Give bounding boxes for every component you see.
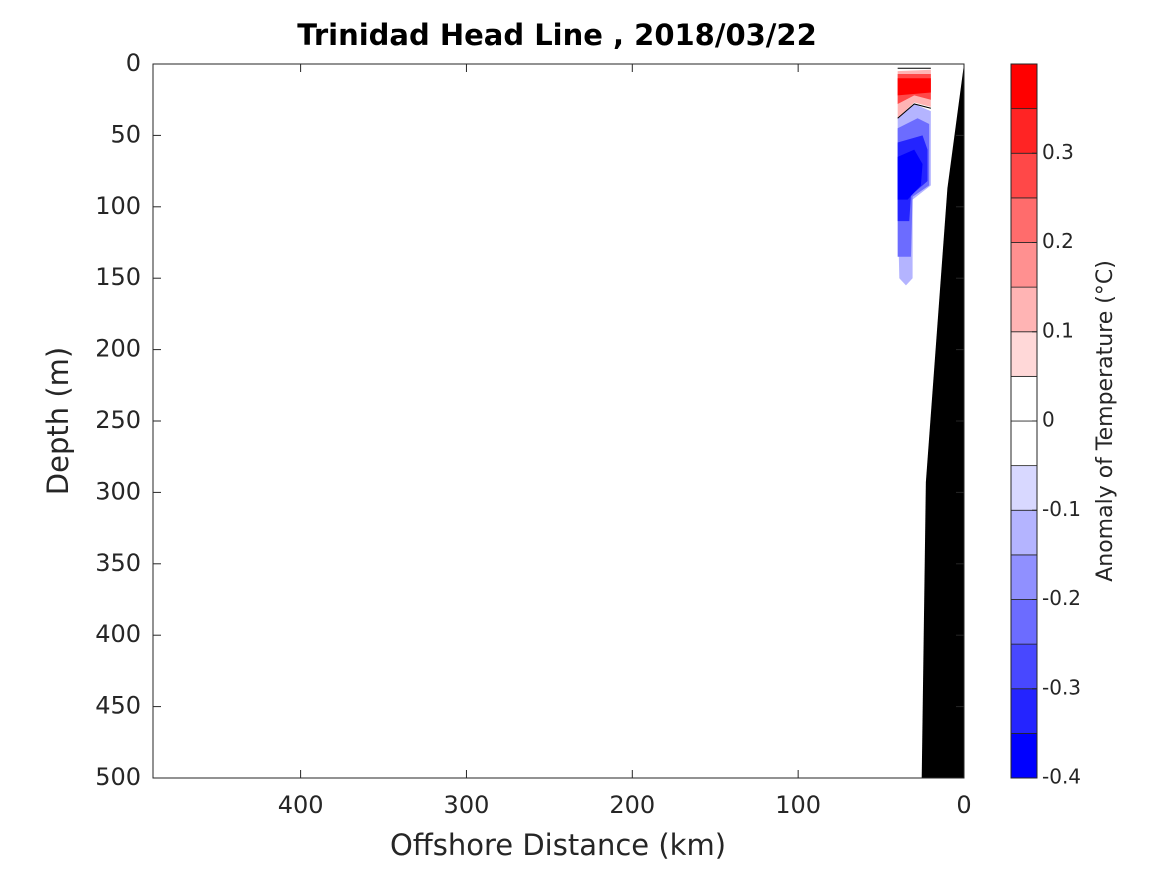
x-axis-label: Offshore Distance (km) xyxy=(390,828,726,862)
x-tick-label: 100 xyxy=(775,791,821,819)
y-axis-label: Depth (m) xyxy=(41,347,75,495)
y-tick-label: 450 xyxy=(95,692,141,720)
colorbar-cell xyxy=(1010,331,1038,377)
zero-contour xyxy=(897,103,931,119)
colorbar-tick-label: 0.1 xyxy=(1042,318,1074,342)
colorbar-tick-label: -0.3 xyxy=(1042,675,1081,699)
colorbar-tick-label: -0.1 xyxy=(1042,497,1081,521)
y-tick-label: 300 xyxy=(95,477,141,505)
x-tick-label: 300 xyxy=(444,791,490,819)
x-tick-label: 200 xyxy=(609,791,655,819)
y-tick-label: 0 xyxy=(126,49,141,77)
x-tick-label: 0 xyxy=(956,791,971,819)
colorbar-cell xyxy=(1010,108,1038,154)
y-tick-label: 250 xyxy=(95,406,141,434)
y-tick-label: 50 xyxy=(110,120,141,148)
colorbar-cell xyxy=(1010,599,1038,645)
colorbar-cell xyxy=(1010,63,1038,110)
y-tick-label: 200 xyxy=(95,335,141,363)
colorbar-cell xyxy=(1010,509,1038,556)
bathymetry xyxy=(921,64,964,778)
colorbar-label: Anomaly of Temperature (°C) xyxy=(1093,260,1118,582)
y-tick-label: 150 xyxy=(95,263,141,291)
plot-frame xyxy=(152,63,965,779)
colorbar-cell xyxy=(1010,732,1038,779)
colorbar-tick-label: 0.3 xyxy=(1042,140,1074,164)
colorbar-cell xyxy=(1010,465,1038,511)
colorbar-tick-label: 0.2 xyxy=(1042,229,1074,253)
chart-title: Trinidad Head Line , 2018/03/22 xyxy=(297,18,817,52)
colorbar-cell xyxy=(1010,197,1038,243)
colorbar-cell xyxy=(1010,242,1038,288)
contour-region xyxy=(897,78,931,96)
colorbar-cell xyxy=(1010,554,1038,600)
colorbar-tick-label: 0 xyxy=(1042,408,1055,432)
colorbar-tick-label: -0.4 xyxy=(1042,765,1081,789)
colorbar-cell xyxy=(1010,375,1038,422)
colorbar-tick-label: -0.2 xyxy=(1042,586,1081,610)
y-tick-label: 100 xyxy=(95,192,141,220)
contour-region xyxy=(897,149,923,200)
colorbar-cell xyxy=(1010,152,1038,199)
y-tick-label: 350 xyxy=(95,549,141,577)
y-tick-label: 500 xyxy=(95,763,141,791)
colorbar-cell xyxy=(1010,420,1038,467)
colorbar-cell xyxy=(1010,643,1038,690)
colorbar-cell xyxy=(1010,688,1038,734)
x-tick-label: 400 xyxy=(278,791,324,819)
y-tick-label: 400 xyxy=(95,620,141,648)
colorbar-cell xyxy=(1010,286,1038,333)
